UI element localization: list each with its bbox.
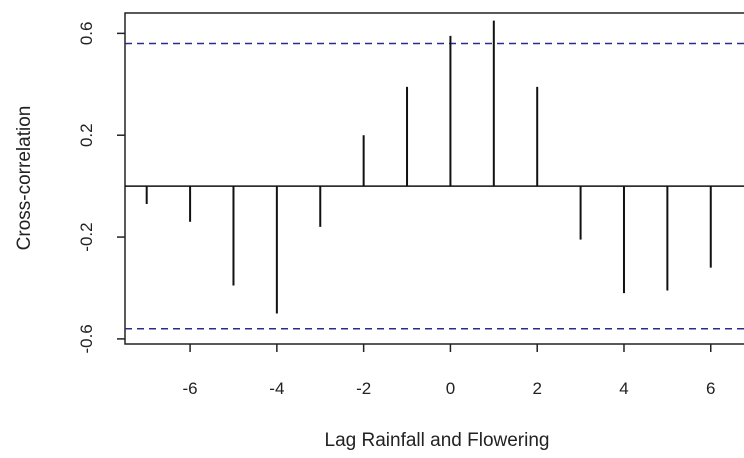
x-axis-title: Lag Rainfall and Flowering [325,430,550,451]
y-axis-title: Cross-correlation [14,106,35,251]
y-tick-label: -0.6 [77,324,96,353]
x-tick-label: -4 [269,379,284,398]
x-axis: -6 -4 -2 0 2 4 6 [183,344,715,398]
x-tick-label: 0 [446,379,455,398]
x-tick-label: 2 [532,379,541,398]
y-tick-label: -0.2 [77,222,96,251]
plot-frame [124,12,744,345]
y-axis: -0.6 -0.2 0.2 0.6 [77,22,125,354]
x-tick-label: -6 [183,379,198,398]
x-tick-label: 6 [706,379,715,398]
y-tick-label: 0.2 [77,123,96,147]
stems [145,20,712,314]
x-tick-label: -2 [356,379,371,398]
y-tick-label: 0.6 [77,22,96,46]
x-tick-label: 4 [619,379,628,398]
